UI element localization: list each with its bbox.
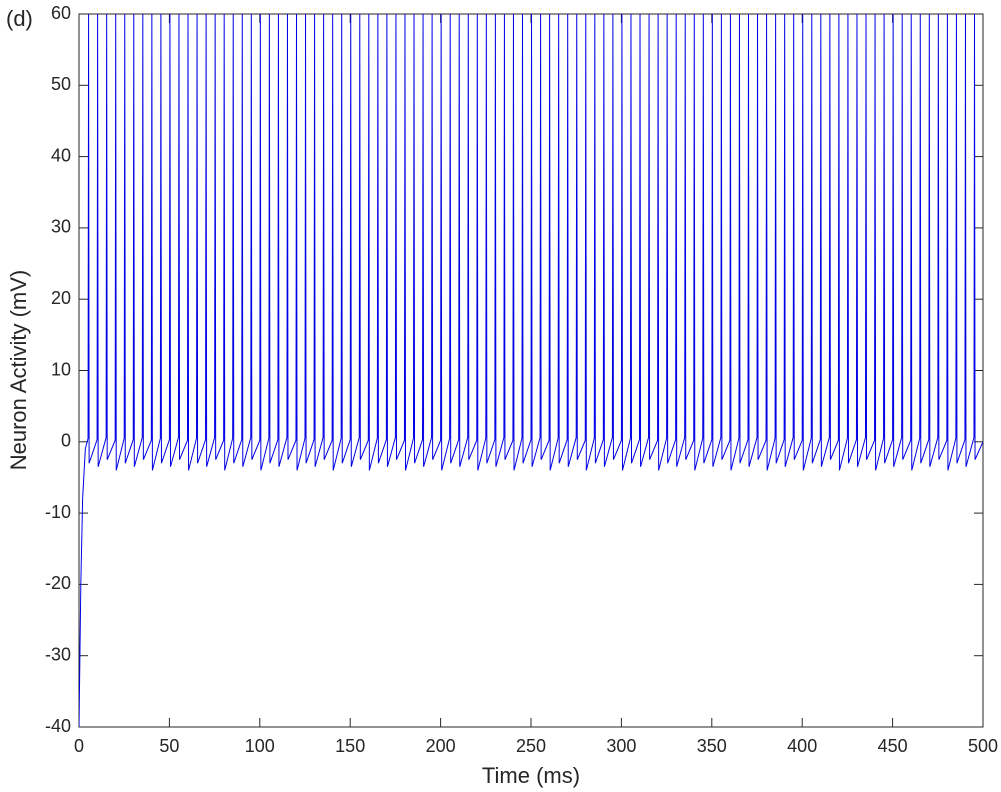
x-tick-label: 100 xyxy=(245,736,275,756)
panel-label: (d) xyxy=(6,6,33,31)
x-tick-label: 0 xyxy=(74,736,84,756)
x-tick-label: 500 xyxy=(968,736,998,756)
x-axis-label: Time (ms) xyxy=(482,763,580,788)
y-tick-label: 60 xyxy=(51,3,71,23)
x-tick-label: 450 xyxy=(878,736,908,756)
y-tick-label: 10 xyxy=(51,359,71,379)
y-tick-label: -30 xyxy=(45,644,71,664)
trace xyxy=(79,14,983,727)
x-tick-label: 50 xyxy=(159,736,179,756)
x-tick-label: 300 xyxy=(606,736,636,756)
y-tick-label: 20 xyxy=(51,288,71,308)
y-tick-label: 40 xyxy=(51,145,71,165)
x-tick-label: 250 xyxy=(516,736,546,756)
y-axis-label: Neuron Activity (mV) xyxy=(6,270,31,471)
x-tick-label: 200 xyxy=(426,736,456,756)
x-tick-label: 150 xyxy=(335,736,365,756)
y-tick-label: 30 xyxy=(51,217,71,237)
y-tick-label: 0 xyxy=(61,431,71,451)
y-tick-label: -40 xyxy=(45,716,71,736)
y-tick-label: -20 xyxy=(45,573,71,593)
x-tick-label: 400 xyxy=(787,736,817,756)
y-tick-label: -10 xyxy=(45,502,71,522)
y-tick-label: 50 xyxy=(51,74,71,94)
x-tick-label: 350 xyxy=(697,736,727,756)
